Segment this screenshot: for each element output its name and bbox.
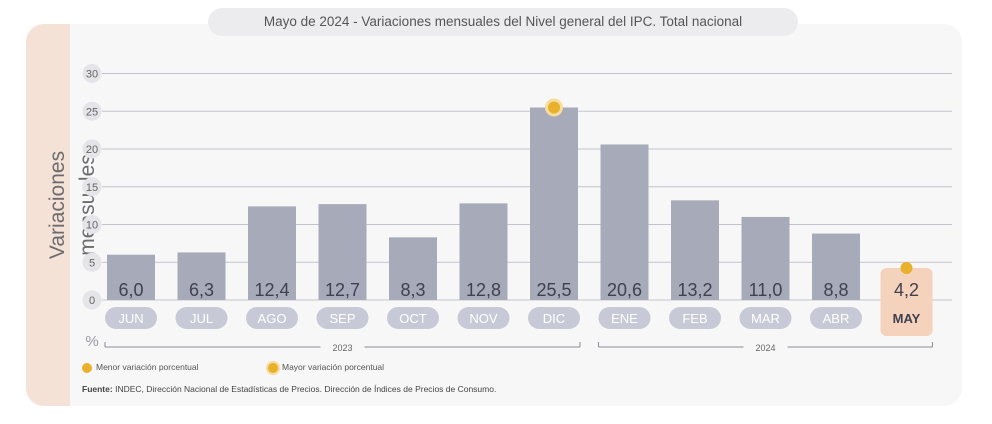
ytick-bubble — [82, 64, 102, 83]
month-pill — [739, 307, 792, 329]
source-note: Fuente: INDEC, Dirección Nacional de Est… — [82, 384, 497, 394]
bar-value-label: 6,3 — [189, 280, 214, 300]
bar-value-label: 8,3 — [400, 280, 425, 300]
ytick-bubble — [82, 139, 102, 159]
bar — [530, 107, 578, 300]
month-label: DIC — [543, 311, 565, 326]
month-label: AGO — [258, 311, 287, 326]
ytick-label: 0 — [89, 295, 95, 307]
bar-value-label: 4,2 — [894, 280, 919, 300]
bar — [177, 252, 226, 300]
bar — [107, 254, 155, 300]
min-marker — [900, 262, 913, 274]
month-label: ABR — [823, 311, 850, 326]
bar-value-label: 12,8 — [466, 280, 501, 300]
month-pill — [810, 307, 862, 329]
ytick-bubble — [82, 215, 102, 234]
bar-value-label: 20,6 — [607, 280, 642, 300]
month-pill — [246, 307, 298, 329]
legend-min: Menor variación porcentual — [82, 362, 199, 373]
bar-value-label: 12,7 — [325, 280, 360, 300]
bar — [389, 237, 437, 300]
bar-value-label: 11,0 — [749, 280, 783, 300]
month-label: NOV — [469, 311, 498, 326]
month-pill — [669, 307, 721, 329]
month-label: ENE — [611, 311, 638, 326]
bar — [248, 206, 296, 300]
ytick-label: 30 — [86, 69, 98, 81]
bar — [459, 203, 508, 300]
month-label: JUN — [118, 311, 143, 326]
month-label: JUL — [190, 311, 213, 326]
bar — [318, 204, 367, 300]
bar — [671, 200, 719, 300]
year-label-bg — [743, 341, 788, 353]
bar — [741, 216, 790, 300]
bar-value-label: 13,2 — [677, 280, 712, 300]
ytick-label: 10 — [86, 220, 98, 232]
year-label: 2024 — [755, 343, 775, 353]
month-pill — [316, 307, 369, 329]
min-marker-icon — [82, 362, 92, 373]
bar-value-label: 8,8 — [823, 280, 848, 300]
chart-title: Mayo de 2024 - Variaciones mensuales del… — [208, 8, 798, 36]
month-pill — [387, 307, 439, 329]
month-pill — [598, 307, 651, 329]
ytick-bubble — [82, 177, 102, 197]
legend-max: Mayor variación porcentual — [268, 362, 384, 373]
year-label-bg — [320, 341, 365, 353]
bar — [880, 268, 933, 336]
ytick-label: 5 — [89, 257, 95, 269]
bar — [812, 233, 860, 300]
bar — [600, 144, 649, 300]
month-label: OCT — [399, 311, 427, 326]
max-marker — [548, 101, 560, 114]
month-label: FEB — [682, 311, 707, 326]
ytick-label: 20 — [86, 144, 98, 156]
unit-label: % — [85, 333, 98, 350]
ytick-label: 15 — [86, 182, 98, 194]
bar-value-label: 25,5 — [536, 280, 571, 300]
ytick-bubble — [82, 252, 102, 272]
month-label: SEP — [329, 311, 355, 326]
max-marker-icon — [268, 362, 278, 373]
month-label: MAR — [751, 311, 780, 326]
ytick-bubble — [82, 290, 102, 310]
month-pill — [528, 307, 580, 329]
month-label: MAY — [893, 311, 921, 326]
ytick-label: 25 — [86, 106, 98, 118]
month-pill — [457, 307, 510, 329]
ylabel-band — [26, 24, 70, 406]
month-pill — [175, 307, 228, 329]
ytick-bubble — [82, 101, 102, 121]
bar-value-label: 6,0 — [118, 280, 143, 300]
month-pill — [105, 307, 157, 329]
bar-value-label: 12,4 — [254, 280, 289, 300]
year-label: 2023 — [332, 343, 352, 353]
